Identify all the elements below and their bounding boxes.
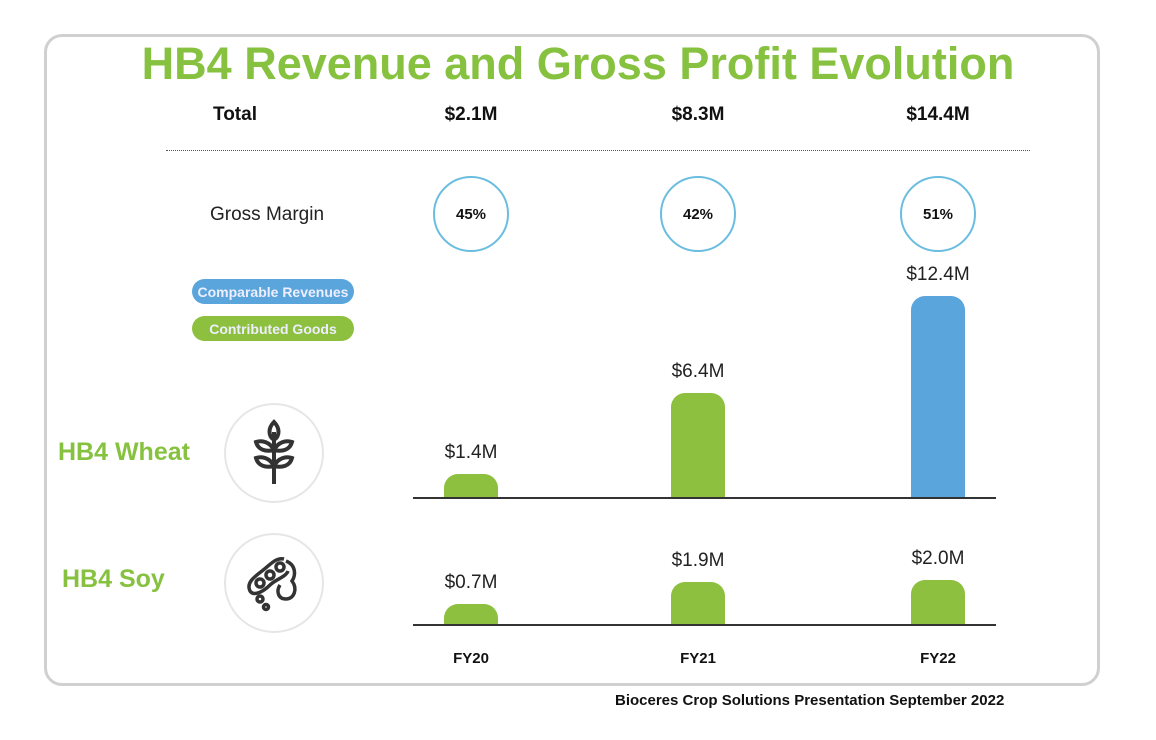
data-label: $2.0M <box>911 548 965 569</box>
soybean-icon <box>224 533 324 633</box>
series-label-wheat: HB4 Wheat <box>58 438 190 466</box>
gross-margin-label: Gross Margin <box>210 204 325 225</box>
bar-soy-fy21 <box>671 582 725 624</box>
legend-comparable-revenues: Comparable Revenues <box>192 279 354 304</box>
series-label-soy: HB4 Soy <box>62 565 165 593</box>
legend-contributed-goods: Contributed Goods <box>192 316 354 341</box>
footer: Bioceres Crop Solutions Presentation Sep… <box>615 692 1005 709</box>
wheat-icon <box>224 403 324 503</box>
chart-frame <box>44 34 1100 686</box>
bar-soy-fy22 <box>911 580 965 624</box>
wheat-axis <box>413 497 996 499</box>
bar-wheat-fy21 <box>671 393 725 497</box>
gross-margin-fy21: 42% <box>660 176 736 252</box>
data-label: $1.9M <box>671 550 725 572</box>
category-fy22: FY22 <box>920 650 956 667</box>
data-label: $6.4M <box>671 361 725 383</box>
bar-soy-fy20 <box>444 604 498 624</box>
gross-margin-fy20: 45% <box>433 176 509 252</box>
gross-margin-fy22: 51% <box>900 176 976 252</box>
total-fy20: $2.1M <box>444 104 498 125</box>
divider <box>166 150 1030 151</box>
total-fy21: $8.3M <box>671 104 725 125</box>
bar-wheat-fy20 <box>444 474 498 497</box>
data-label: $12.4M <box>906 264 970 286</box>
total-fy22: $14.4M <box>906 104 970 125</box>
data-label: $1.4M <box>444 442 498 464</box>
category-fy21: FY21 <box>680 650 716 667</box>
category-fy20: FY20 <box>453 650 489 667</box>
data-label: $0.7M <box>444 572 498 593</box>
soy-axis <box>413 624 996 626</box>
total-label: Total <box>213 104 257 125</box>
bar-wheat-fy22 <box>911 296 965 497</box>
chart-title: HB4 Revenue and Gross Profit Evolution <box>141 38 1015 89</box>
